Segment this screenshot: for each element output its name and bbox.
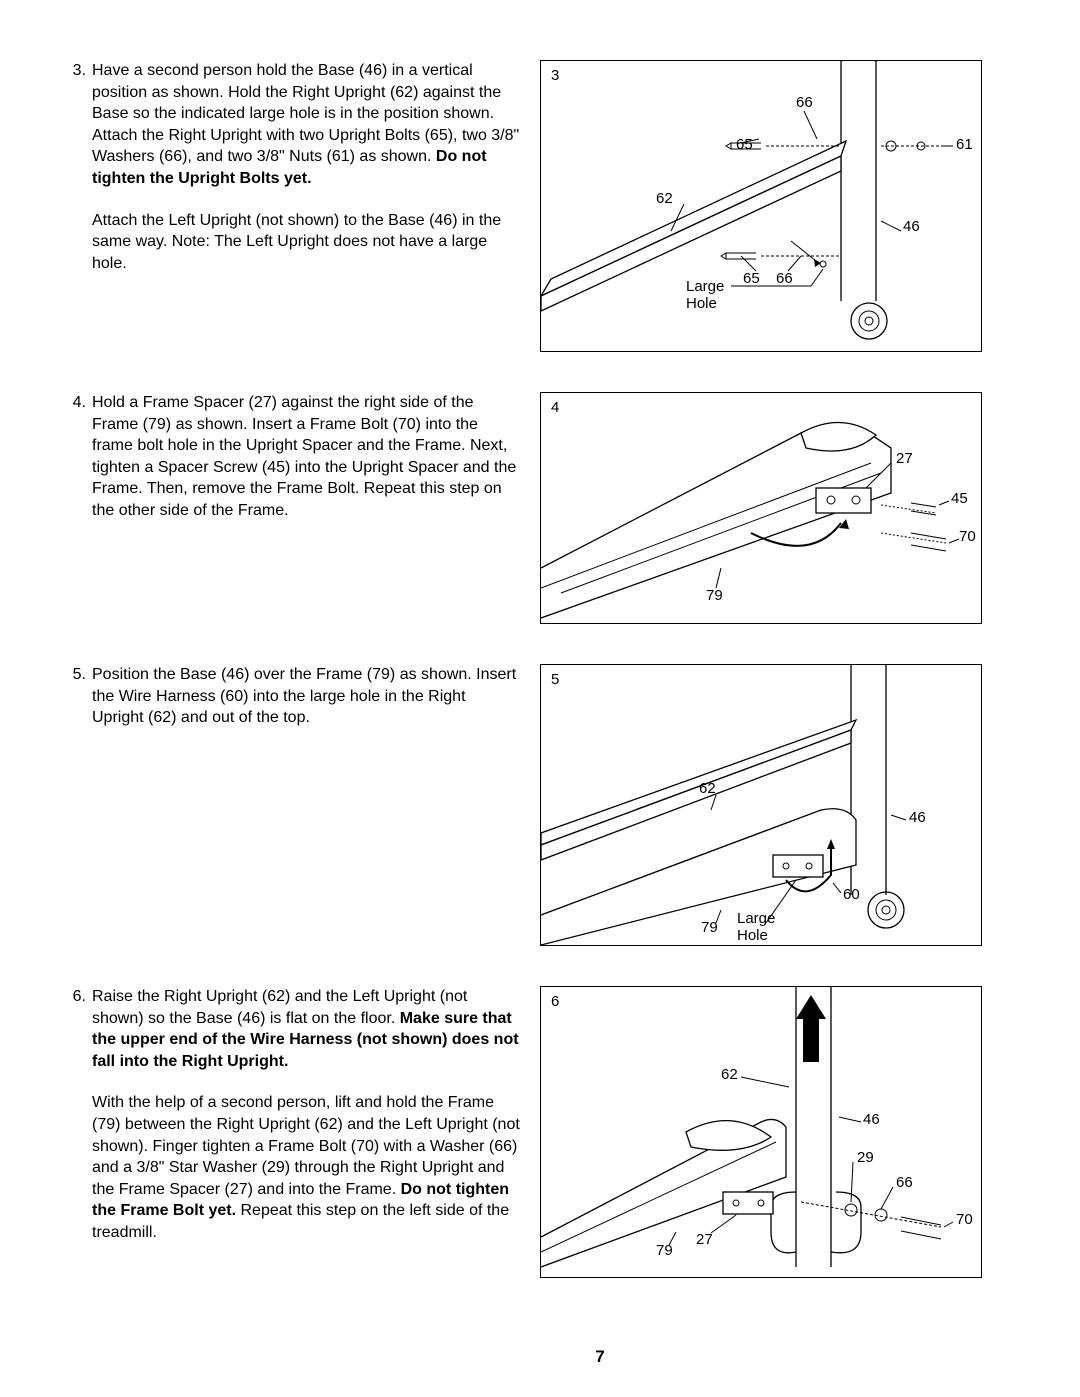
diagram-5: 5 [540, 664, 982, 946]
label-46-5: 46 [909, 810, 926, 827]
label-66a: 66 [796, 95, 813, 112]
step-6-para1: Raise the Right Upright (62) and the Lef… [92, 986, 520, 1072]
step-number-6: 6. [60, 986, 92, 1264]
step-4-row: 4. Hold a Frame Spacer (27) against the … [60, 392, 1020, 624]
label-65a: 65 [736, 137, 753, 154]
step-number-4: 4. [60, 392, 92, 542]
step-6-text: 6. Raise the Right Upright (62) and the … [60, 986, 520, 1264]
step-block-4: 4. Hold a Frame Spacer (27) against the … [60, 392, 520, 542]
diagram-3-svg [541, 61, 981, 351]
label-70-6: 70 [956, 1212, 973, 1229]
label-62-6: 62 [721, 1067, 738, 1084]
diagram-4: 4 [540, 392, 982, 624]
label-62: 62 [656, 191, 673, 208]
page-number: 7 [60, 1347, 1080, 1367]
diagram-4-col: 4 [540, 392, 1020, 624]
diagram-3-col: 3 [540, 60, 1020, 352]
diagram-6-svg [541, 987, 981, 1277]
label-large-hole: Large Hole [686, 279, 724, 312]
step-3-para2: Attach the Left Upright (not shown) to t… [92, 210, 520, 275]
step-number: 3. [60, 60, 92, 294]
label-79-6: 79 [656, 1243, 673, 1260]
diagram-6: 6 [540, 986, 982, 1278]
step-3-row: 3. Have a second person hold the Base (4… [60, 60, 1020, 352]
label-65b: 65 [743, 271, 760, 288]
label-large-hole-5: Large Hole [737, 911, 775, 944]
step-5-text: 5. Position the Base (46) over the Frame… [60, 664, 520, 749]
step-6-para2: With the help of a second person, lift a… [92, 1092, 520, 1243]
step-body-6: Raise the Right Upright (62) and the Lef… [92, 986, 520, 1264]
step-block-6: 6. Raise the Right Upright (62) and the … [60, 986, 520, 1264]
label-27-6: 27 [696, 1232, 713, 1249]
step-3-text: 3. Have a second person hold the Base (4… [60, 60, 520, 294]
label-79-5: 79 [701, 920, 718, 937]
label-46-6: 46 [863, 1112, 880, 1129]
label-66-6: 66 [896, 1175, 913, 1192]
label-62-5: 62 [699, 781, 716, 798]
label-27: 27 [896, 451, 913, 468]
label-70: 70 [959, 529, 976, 546]
diagram-6-col: 6 [540, 986, 1020, 1278]
label-79: 79 [706, 588, 723, 605]
assembly-page: 3. Have a second person hold the Base (4… [0, 0, 1080, 1397]
step-number-5: 5. [60, 664, 92, 749]
label-60-5: 60 [843, 887, 860, 904]
label-45: 45 [951, 491, 968, 508]
step-body: Have a second person hold the Base (46) … [92, 60, 520, 294]
step-block: 3. Have a second person hold the Base (4… [60, 60, 520, 294]
label-61: 61 [956, 137, 973, 154]
label-46: 46 [903, 219, 920, 236]
step-6-row: 6. Raise the Right Upright (62) and the … [60, 986, 1020, 1278]
step-body-4: Hold a Frame Spacer (27) against the rig… [92, 392, 520, 542]
step-body-5: Position the Base (46) over the Frame (7… [92, 664, 520, 749]
step-4-text: 4. Hold a Frame Spacer (27) against the … [60, 392, 520, 542]
diagram-3: 3 [540, 60, 982, 352]
diagram-4-svg [541, 393, 981, 623]
step-block-5: 5. Position the Base (46) over the Frame… [60, 664, 520, 749]
label-66b: 66 [776, 271, 793, 288]
diagram-5-svg [541, 665, 981, 945]
label-29-6: 29 [857, 1150, 874, 1167]
step-5-para1: Position the Base (46) over the Frame (7… [92, 664, 520, 729]
step-5-row: 5. Position the Base (46) over the Frame… [60, 664, 1020, 946]
step-4-para1: Hold a Frame Spacer (27) against the rig… [92, 392, 520, 522]
step-3-para1: Have a second person hold the Base (46) … [92, 60, 520, 190]
diagram-5-col: 5 [540, 664, 1020, 946]
